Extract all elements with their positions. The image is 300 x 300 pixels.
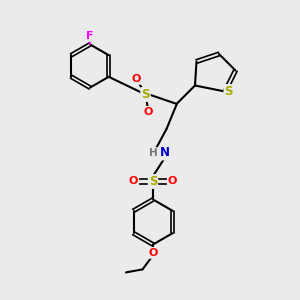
Text: O: O (144, 107, 153, 117)
Text: S: S (224, 85, 233, 98)
Text: O: O (129, 176, 138, 187)
Text: S: S (141, 88, 150, 101)
Text: S: S (149, 175, 157, 188)
Text: O: O (148, 248, 158, 258)
Text: N: N (159, 146, 170, 160)
Text: O: O (168, 176, 177, 187)
Text: F: F (86, 31, 94, 41)
Text: H: H (148, 148, 158, 158)
Text: O: O (132, 74, 141, 84)
